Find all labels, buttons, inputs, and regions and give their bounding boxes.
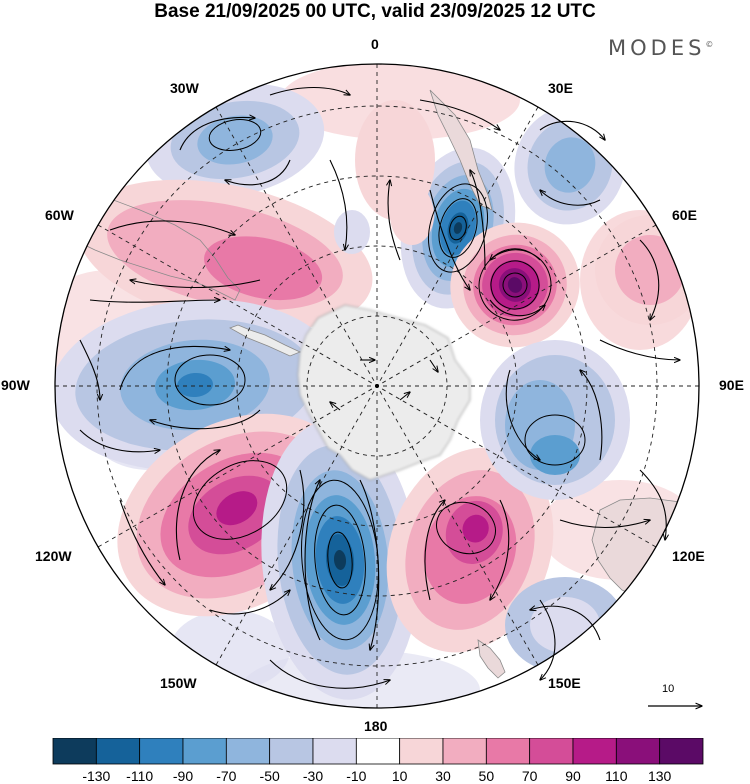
south-pole-marker bbox=[375, 384, 379, 388]
geopotential-contours bbox=[174, 119, 586, 641]
lon-label-150e: 150E bbox=[548, 675, 581, 691]
south-america-landmass bbox=[55, 174, 241, 301]
africa-landmass bbox=[429, 89, 493, 211]
lon-label-60w: 60W bbox=[45, 207, 74, 223]
colorbar-tick-label: 110 bbox=[605, 768, 628, 784]
new-zealand-landmass bbox=[477, 639, 506, 679]
modes-logo: MODES© bbox=[608, 36, 713, 60]
colorbar-tick-label: 70 bbox=[521, 768, 538, 784]
colorbar-swatch bbox=[442, 738, 487, 765]
chart-title: Base 21/09/2025 00 UTC, valid 23/09/2025… bbox=[154, 1, 596, 22]
lon-label-0: 0 bbox=[371, 36, 379, 52]
high-60W bbox=[77, 179, 373, 331]
colorbar-swatch bbox=[182, 738, 227, 765]
lon-label-30e: 30E bbox=[548, 80, 573, 96]
low-30W bbox=[145, 83, 325, 197]
lon-label-120e: 120E bbox=[672, 548, 705, 564]
colorbar-swatch bbox=[95, 738, 141, 765]
lon-label-60e: 60E bbox=[672, 207, 697, 223]
brand-name: MODES bbox=[608, 36, 706, 60]
colorbar-swatch bbox=[269, 738, 314, 765]
colorbar-tick-label: -50 bbox=[259, 768, 280, 784]
low-100E bbox=[480, 340, 630, 500]
antarctic-peninsula bbox=[229, 324, 302, 357]
wind-vectors bbox=[79, 86, 680, 689]
colorbar-tick-label: -10 bbox=[346, 768, 367, 784]
colorbar-swatch bbox=[225, 738, 271, 765]
low-180 bbox=[261, 420, 419, 700]
colorbar-swatch bbox=[615, 738, 661, 765]
colorbar-tick-label: 130 bbox=[647, 768, 672, 784]
lon-label-120w: 120W bbox=[35, 548, 72, 564]
lon-label-180: 180 bbox=[364, 718, 388, 734]
lon-label-30w: 30W bbox=[170, 80, 199, 96]
colorbar-tick-label: -30 bbox=[302, 768, 324, 784]
colorbar-tick-label: 90 bbox=[565, 768, 581, 784]
reference-vector-label: 10 bbox=[662, 683, 675, 695]
colorbar-swatch bbox=[485, 738, 531, 765]
lon-label-150w: 150W bbox=[160, 675, 197, 691]
polar-map bbox=[54, 63, 750, 740]
high-75E bbox=[595, 215, 699, 325]
colorbar-swatch bbox=[312, 738, 357, 765]
low-140E bbox=[505, 577, 625, 673]
colorbar-swatch bbox=[659, 738, 704, 765]
colorbar bbox=[52, 738, 704, 765]
anomaly-field bbox=[55, 64, 699, 708]
colorbar-swatch bbox=[572, 738, 617, 765]
colorbar-tick-label: -110 bbox=[126, 768, 154, 784]
colorbar-swatch bbox=[399, 738, 444, 765]
high-160W-small bbox=[390, 185, 434, 245]
colorbar-swatch bbox=[529, 738, 574, 765]
lon-label-90e: 90E bbox=[719, 377, 744, 393]
colorbar-tick-label: 10 bbox=[391, 768, 408, 784]
lon-label-90w: 90W bbox=[1, 377, 30, 393]
colorbar-tick-label: -70 bbox=[216, 768, 237, 784]
tint-patch-n bbox=[280, 64, 520, 140]
colorbar-swatch bbox=[355, 738, 401, 765]
antarctica-landmass bbox=[297, 304, 471, 481]
brand-mark: © bbox=[705, 40, 714, 49]
colorbar-tick-label: 50 bbox=[478, 768, 495, 784]
map-boundary bbox=[54, 63, 700, 709]
colorbar-tick-label: -90 bbox=[172, 768, 194, 784]
colorbar-swatch bbox=[139, 738, 184, 765]
colorbar-tick-label: -130 bbox=[82, 768, 111, 784]
colorbar-swatch bbox=[52, 738, 97, 765]
low-0-small bbox=[334, 210, 370, 254]
colorbar-tick-label: 30 bbox=[435, 768, 451, 784]
